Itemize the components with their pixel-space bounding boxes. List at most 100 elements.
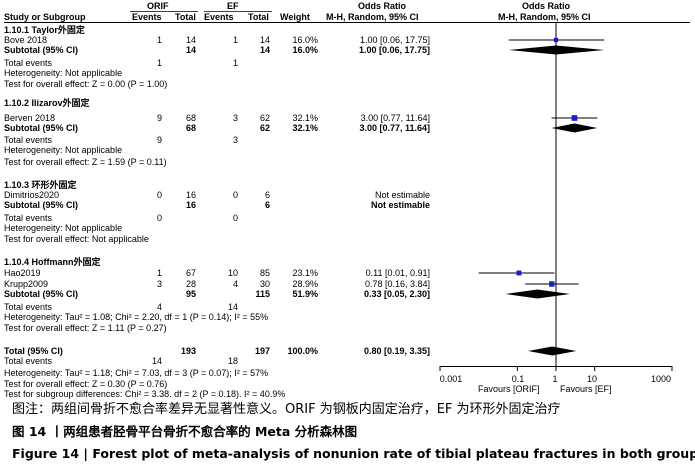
ef-total: 85 <box>259 268 270 278</box>
orif-events: 0 <box>156 190 162 200</box>
forest-plot-svg <box>4 11 690 371</box>
ef-total: 14 <box>259 35 270 45</box>
row-label: Total events <box>4 135 53 145</box>
or-ci-value: 1.00 [0.06, 17.75] <box>359 35 430 45</box>
header-or-title: Odds Ratio <box>358 1 407 11</box>
favours-right-label: Favours [EF] <box>560 384 612 394</box>
ef-events: 0 <box>232 190 238 200</box>
forest-plot: ORIF EF Study or Subgroup Events Total E… <box>4 1 690 399</box>
row-label: Krupp2009 <box>4 279 49 289</box>
row-label: Heterogeneity: Not applicable <box>4 145 123 155</box>
row-label: 1.10.4 Hoffmann外固定 <box>4 257 101 267</box>
or-ci-value: 0.80 [0.19, 3.35] <box>363 346 430 356</box>
row-label: Total (95% CI) <box>4 346 63 356</box>
row-label: 1.10.3 环形外固定 <box>4 180 77 190</box>
orif-events: 1 <box>156 35 162 45</box>
row-label: Berven 2018 <box>4 113 56 123</box>
orif-total: 28 <box>185 279 196 289</box>
row-label: Total events <box>4 356 53 366</box>
weight-value: 32.1% <box>292 123 318 133</box>
ef-total: 30 <box>259 279 270 289</box>
or-ci-value: 0.78 [0.16, 3.84] <box>364 279 430 289</box>
weight-value: 51.9% <box>292 289 318 299</box>
ef-events: 3 <box>232 113 238 123</box>
orif-events: 0 <box>156 213 162 223</box>
orif-total: 14 <box>185 35 196 45</box>
tick-label-10: 10 <box>586 374 597 384</box>
orif-events: 9 <box>156 135 162 145</box>
row-label: Test for overall effect: Z = 0.30 (P = 0… <box>4 379 168 389</box>
row-label: 1.10.2 Ilizarov外固定 <box>4 98 90 108</box>
or-ci-value: 3.00 [0.77, 11.64] <box>359 123 430 133</box>
tick-label-1: 1 <box>552 374 558 384</box>
row-label: Heterogeneity: Not applicable <box>4 223 123 233</box>
row-label: 1.10.1 Taylor外固定 <box>4 25 85 35</box>
ef-events: 18 <box>227 356 238 366</box>
header-events-ef: Events <box>204 12 234 22</box>
ef-total: 6 <box>264 200 270 210</box>
tick-label-01: 0.1 <box>511 374 525 384</box>
ef-total: 197 <box>254 346 270 356</box>
weight-value: 28.9% <box>292 279 318 289</box>
study-marker <box>571 115 578 121</box>
ef-events: 10 <box>227 268 238 278</box>
pooled-diamond <box>505 289 570 299</box>
row-label: Total events <box>4 213 53 223</box>
or-ci-value: Not estimable <box>374 190 430 200</box>
row-label: Bove 2018 <box>4 35 48 45</box>
ef-total: 115 <box>255 289 270 299</box>
orif-total: 68 <box>185 123 196 133</box>
tick-label-0001: 0.001 <box>439 374 463 384</box>
or-ci-value: 1.00 [0.06, 17.75] <box>358 45 430 55</box>
orif-total: 68 <box>185 113 196 123</box>
row-label: Test for overall effect: Not applicable <box>4 234 149 244</box>
ef-total: 14 <box>259 45 270 55</box>
row-label: Test for overall effect: Z = 1.59 (P = 0… <box>4 157 167 167</box>
weight-value: 100.0% <box>287 346 318 356</box>
pooled-diamond <box>528 346 577 356</box>
row-label: Total events <box>4 58 53 68</box>
ef-total: 62 <box>259 123 270 133</box>
orif-total: 95 <box>185 289 196 299</box>
header-total-orif: Total <box>175 12 196 22</box>
or-ci-value: 0.11 [0.01, 0.91] <box>365 268 430 278</box>
row-label: Subtotal (95% CI) <box>4 123 79 133</box>
orif-total: 193 <box>180 346 196 356</box>
row-label: Heterogeneity: Not applicable <box>4 68 123 78</box>
orif-events: 4 <box>156 302 162 312</box>
or-ci-value: 0.33 [0.05, 2.30] <box>363 289 430 299</box>
orif-events: 3 <box>156 279 162 289</box>
weight-value: 23.1% <box>292 268 318 278</box>
study-marker <box>516 270 522 276</box>
tick-label-1000: 1000 <box>650 374 672 384</box>
row-label: Test for overall effect: Z = 1.11 (P = 0… <box>4 323 167 333</box>
ef-events: 1 <box>232 35 238 45</box>
weight-value: 16.0% <box>292 45 318 55</box>
row-label: Hao2019 <box>4 268 41 278</box>
ef-events: 14 <box>227 302 238 312</box>
or-ci-value: 3.00 [0.77, 11.64] <box>360 113 430 123</box>
orif-total: 67 <box>185 268 196 278</box>
orif-events: 14 <box>151 356 162 366</box>
row-label: Subtotal (95% CI) <box>4 200 79 210</box>
ef-events: 3 <box>232 135 238 145</box>
orif-events: 1 <box>156 58 162 68</box>
row-label: Test for overall effect: Z = 0.00 (P = 1… <box>4 79 168 89</box>
ef-total: 62 <box>259 113 270 123</box>
study-marker <box>553 37 559 43</box>
header-ef: EF <box>227 1 239 11</box>
weight-value: 16.0% <box>292 35 318 45</box>
favours-left-label: Favours [ORIF] <box>478 384 540 394</box>
row-label: Total events <box>4 302 53 312</box>
header-or-method: M-H, Random, 95% CI <box>326 12 419 22</box>
weight-value: 32.1% <box>292 113 318 123</box>
or-ci-value: Not estimable <box>370 200 430 210</box>
ef-events: 0 <box>232 213 238 223</box>
header-plot-method: M-H, Random, 95% CI <box>498 12 591 22</box>
orif-total: 16 <box>185 190 196 200</box>
row-label: Test for subgroup differences: Chi² = 3.… <box>4 389 286 399</box>
header-orif: ORIF <box>147 1 169 11</box>
study-marker <box>549 281 555 287</box>
row-label: Subtotal (95% CI) <box>4 45 79 55</box>
ef-events: 4 <box>232 279 238 289</box>
